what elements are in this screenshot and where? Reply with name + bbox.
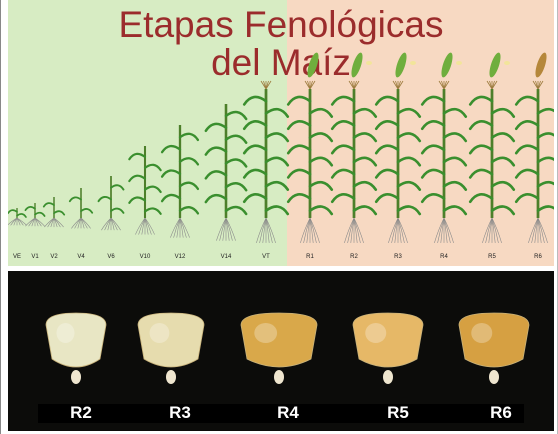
- stage-label-r3: R3: [394, 254, 402, 260]
- ear-icon: [307, 52, 319, 78]
- plant-v4: V4: [68, 188, 94, 260]
- ear-icon: [395, 52, 407, 78]
- plant-r4: R4: [420, 52, 468, 260]
- plant-r3: R3: [374, 52, 422, 260]
- kernel-r6: [458, 312, 530, 384]
- ear-icon: [489, 52, 501, 78]
- kernel-r2: [45, 312, 107, 384]
- stage-label-v2: V2: [50, 254, 58, 260]
- kernel-icon: [504, 61, 510, 65]
- stage-label-v10: V10: [140, 254, 151, 260]
- stage-label-r4: R4: [440, 254, 448, 260]
- ear-icon: [441, 52, 453, 78]
- title-line-2: del Maíz: [211, 42, 351, 83]
- stage-label-v4: V4: [77, 254, 85, 260]
- frame-edge-left: [0, 0, 1, 434]
- growth-stages-panel: Etapas Fenológicas del Maíz VE V1 V2 V4 V6 V1…: [8, 0, 554, 266]
- kernel-stages-panel: R2 R3 R4 R5 R6: [8, 271, 554, 431]
- kernel-r5: [352, 312, 424, 384]
- plant-r6: R6: [514, 52, 554, 260]
- plant-v1: V1: [24, 203, 46, 260]
- ear-icon: [535, 52, 547, 78]
- kernel-label-r3: R3: [169, 403, 191, 422]
- kernel-icon: [456, 61, 462, 65]
- stage-label-r1: R1: [306, 254, 314, 260]
- kernel-r3: [137, 312, 205, 384]
- kernel-photos: [45, 312, 530, 384]
- kernel-label-r2: R2: [70, 403, 92, 422]
- plant-v2: V2: [42, 197, 66, 260]
- maize-plants-illustration: VE V1 V2 V4 V6 V10 V12 V14 VT R1 R2 R3 R4 R5 R6: [8, 52, 554, 260]
- kernel-label-r4: R4: [277, 403, 299, 422]
- reproductive-phase-background: [287, 0, 554, 266]
- ear-icon: [351, 52, 363, 78]
- plant-r2: R2: [330, 52, 378, 260]
- stage-label-v14: V14: [221, 254, 232, 260]
- stage-label-r5: R5: [488, 254, 496, 260]
- plant-v12: V12: [160, 125, 200, 260]
- plant-v14: V14: [204, 104, 248, 260]
- stage-label-ve: VE: [13, 254, 21, 260]
- kernel-r4: [240, 312, 318, 384]
- stage-label-r6: R6: [534, 254, 542, 260]
- kernel-icon: [366, 61, 372, 65]
- stage-label-v6: V6: [107, 254, 115, 260]
- kernel-label-r6: R6: [490, 403, 512, 422]
- plant-r5: R5: [468, 52, 516, 260]
- plant-r1: R1: [286, 52, 334, 260]
- plant-ve: VE: [8, 208, 27, 260]
- kernel-label-band: [38, 404, 524, 423]
- plant-v10: V10: [128, 146, 162, 260]
- plant-v6: V6: [97, 176, 125, 260]
- stage-label-vt: VT: [262, 254, 270, 260]
- stage-label-v12: V12: [175, 254, 186, 260]
- stage-label-v1: V1: [31, 254, 39, 260]
- plant-vt: VT: [242, 80, 290, 260]
- kernel-label-r5: R5: [387, 403, 409, 422]
- stage-label-r2: R2: [350, 254, 358, 260]
- panel-divider: [0, 266, 558, 271]
- kernel-icon: [410, 61, 416, 65]
- title-line-1: Etapas Fenológicas: [118, 4, 444, 45]
